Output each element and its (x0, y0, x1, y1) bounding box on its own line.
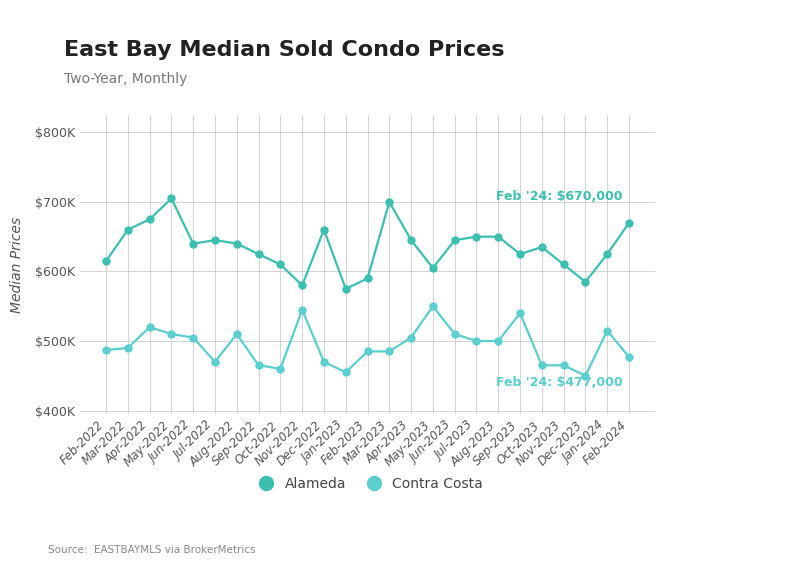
Line: Alameda: Alameda (102, 195, 633, 292)
Y-axis label: Median Prices: Median Prices (10, 216, 24, 313)
Alameda (407, 237, 416, 244)
Alameda (537, 244, 547, 251)
Alameda (210, 237, 220, 244)
Contra Costa (297, 306, 307, 313)
Contra Costa (319, 358, 328, 365)
Legend: Alameda, Contra Costa: Alameda, Contra Costa (247, 472, 488, 497)
Alameda (363, 275, 372, 282)
Alameda (232, 240, 241, 247)
Alameda (494, 233, 503, 240)
Alameda (297, 282, 307, 289)
Contra Costa (189, 334, 198, 341)
Contra Costa (624, 354, 634, 361)
Alameda (319, 227, 328, 233)
Alameda (624, 219, 634, 226)
Contra Costa (341, 369, 351, 375)
Alameda (189, 240, 198, 247)
Alameda (101, 258, 111, 264)
Contra Costa (494, 338, 503, 344)
Contra Costa (581, 372, 590, 379)
Contra Costa (276, 365, 285, 372)
Alameda (581, 278, 590, 285)
Contra Costa (471, 338, 481, 344)
Contra Costa (145, 324, 154, 331)
Line: Contra Costa: Contra Costa (102, 303, 633, 380)
Contra Costa (450, 331, 459, 338)
Contra Costa (210, 358, 220, 365)
Text: Feb '24: $670,000: Feb '24: $670,000 (496, 190, 622, 204)
Contra Costa (407, 334, 416, 341)
Alameda (602, 251, 612, 258)
Alameda (515, 251, 525, 258)
Contra Costa (232, 331, 241, 338)
Contra Costa (101, 347, 111, 354)
Contra Costa (515, 310, 525, 317)
Contra Costa (537, 362, 547, 369)
Alameda (123, 227, 133, 233)
Text: Feb '24: $477,000: Feb '24: $477,000 (496, 377, 622, 389)
Contra Costa (602, 327, 612, 334)
Contra Costa (363, 348, 372, 355)
Text: Source:  EASTBAYMLS via BrokerMetrics: Source: EASTBAYMLS via BrokerMetrics (48, 545, 256, 555)
Alameda (167, 195, 177, 202)
Contra Costa (254, 362, 264, 369)
Contra Costa (123, 344, 133, 351)
Contra Costa (384, 348, 394, 355)
Alameda (559, 261, 568, 268)
Alameda (276, 261, 285, 268)
Alameda (428, 264, 438, 271)
Contra Costa (559, 362, 568, 369)
Alameda (384, 198, 394, 205)
Contra Costa (428, 303, 438, 310)
Alameda (145, 216, 154, 223)
Text: East Bay Median Sold Condo Prices: East Bay Median Sold Condo Prices (64, 40, 504, 60)
Contra Costa (167, 331, 177, 338)
Alameda (450, 237, 459, 244)
Alameda (341, 285, 351, 292)
Alameda (254, 251, 264, 258)
Text: Two-Year, Monthly: Two-Year, Monthly (64, 72, 187, 86)
Alameda (471, 233, 481, 240)
